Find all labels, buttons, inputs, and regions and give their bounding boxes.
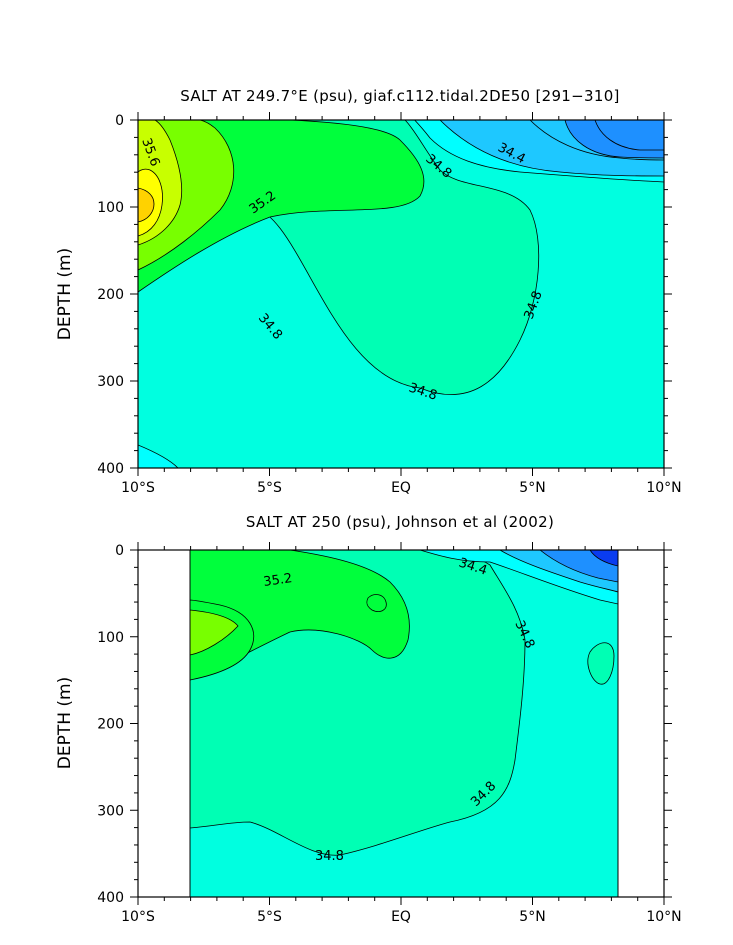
top-xtick-label: EQ [391, 480, 411, 496]
bottom-clabel-34-8c: 34.8 [315, 849, 344, 864]
bottom-ytick-label: 400 [97, 890, 124, 906]
top-fill-35-7 [138, 187, 155, 223]
top-xtick-label: 10°N [646, 480, 681, 496]
bottom-xtick-label: 5°N [519, 909, 545, 925]
bottom-axes: 10°S 5°S EQ 5°N 10°N 0 100 200 300 400 [97, 542, 682, 925]
top-xtick-label: 10°S [121, 480, 155, 496]
bottom-ylabel: DEPTH (m) [55, 677, 75, 769]
top-axes: 10°S 5°S EQ 5°N 10°N 0 100 200 300 400 [97, 112, 682, 496]
bottom-blob-right [587, 642, 615, 685]
top-contour-field [138, 120, 664, 468]
top-xtick-label: 5°S [257, 480, 282, 496]
bottom-xtick-label: 10°S [121, 909, 155, 925]
top-ytick-label: 200 [97, 287, 124, 303]
bottom-data-frame [189, 549, 619, 898]
bottom-title: SALT AT 250 (psu), Johnson et al (2002) [246, 513, 554, 531]
bottom-contour-field [190, 550, 618, 897]
bottom-fill-35-2 [190, 609, 239, 656]
bottom-clabel-35-2: 35.2 [262, 571, 293, 590]
panel-bottom: SALT AT 250 (psu), Johnson et al (2002) … [55, 513, 682, 925]
top-title: SALT AT 249.7°E (psu), giaf.c112.tidal.2… [180, 87, 619, 105]
bottom-fill-34-0 [589, 550, 618, 567]
bottom-ytick-label: 300 [97, 803, 124, 819]
top-ytick-label: 400 [97, 461, 124, 477]
bottom-blob [366, 594, 387, 612]
bottom-ytick-label: 100 [97, 630, 124, 646]
panel-top: SALT AT 249.7°E (psu), giaf.c112.tidal.2… [55, 87, 682, 496]
top-fill-34-0 [594, 120, 664, 151]
bottom-xtick-label: EQ [391, 909, 411, 925]
bottom-ytick-label: 200 [97, 717, 124, 733]
bottom-xtick-label: 5°S [257, 909, 282, 925]
top-ytick-label: 0 [115, 113, 124, 129]
bottom-ytick-label: 0 [115, 543, 124, 559]
bottom-xtick-label: 10°N [646, 909, 681, 925]
top-fill-deep [138, 444, 179, 468]
top-ytick-label: 300 [97, 374, 124, 390]
top-ylabel: DEPTH (m) [55, 248, 75, 340]
top-xtick-label: 5°N [519, 480, 545, 496]
top-ytick-label: 100 [97, 200, 124, 216]
